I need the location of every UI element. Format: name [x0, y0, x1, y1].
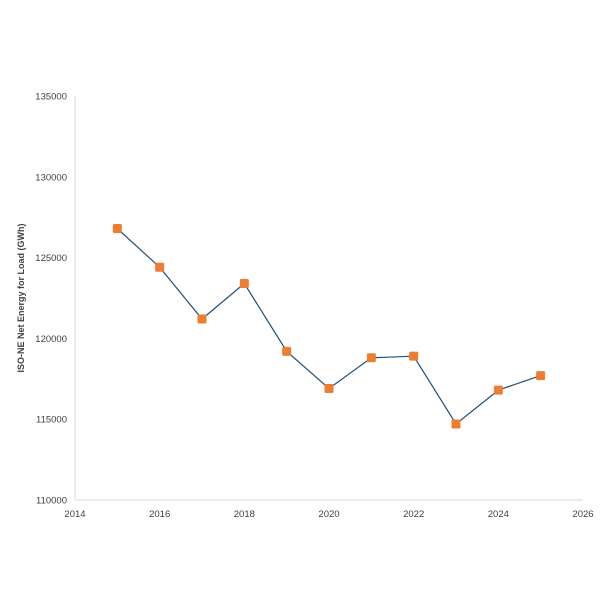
data-point-marker	[282, 346, 292, 356]
data-point-marker	[409, 351, 419, 361]
y-axis-title: ISO-NE Net Energy for Load (GWh)	[16, 223, 26, 372]
x-tick-label: 2018	[234, 509, 255, 520]
x-tick-label: 2014	[64, 509, 85, 520]
y-tick-label: 125000	[35, 253, 67, 264]
data-point-marker	[112, 224, 122, 234]
x-tick-label: 2020	[318, 509, 339, 520]
y-tick-label: 110000	[36, 496, 67, 507]
y-tick-label: 115000	[36, 415, 67, 426]
x-tick-labels: 2014 2016 2018 2020 2022 2024 2026	[64, 509, 593, 520]
data-point-marker	[155, 262, 165, 272]
x-tick-label: 2026	[572, 509, 593, 520]
data-point-marker	[493, 385, 503, 395]
y-tick-label: 130000	[35, 172, 67, 183]
data-point-marker	[451, 419, 461, 429]
x-tick-label: 2024	[488, 509, 509, 520]
data-point-marker	[536, 371, 546, 381]
series-line	[116, 228, 541, 425]
series-markers	[112, 224, 546, 429]
y-tick-labels: 110000 115000 120000 125000 130000 135000	[35, 92, 67, 507]
y-tick-label: 135000	[35, 92, 67, 103]
data-point-marker	[324, 383, 334, 393]
x-tick-label: 2016	[149, 509, 170, 520]
data-point-marker	[197, 314, 207, 324]
data-point-marker	[366, 353, 376, 363]
data-point-marker	[239, 278, 249, 288]
x-tick-label: 2022	[403, 509, 424, 520]
plot-area: 110000 115000 120000 125000 130000 135000 201…	[35, 92, 593, 521]
y-tick-label: 120000	[35, 334, 67, 345]
